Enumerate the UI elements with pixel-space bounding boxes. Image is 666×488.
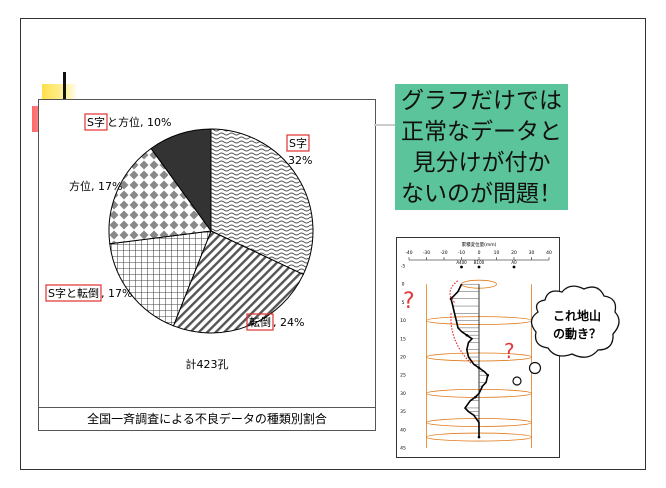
depth-tick-label: 5: [402, 300, 405, 306]
pie-label-box: [246, 313, 274, 331]
pie-label-boxed-text: 転倒: [249, 316, 271, 329]
profile-title: 累積変位量(mm): [462, 241, 497, 248]
depth-tick-label: 15: [400, 336, 406, 342]
x-tick-label: 30: [529, 250, 535, 256]
pie-label-rest-text: と方位, 10%: [107, 115, 171, 129]
depth-tick-label: 35: [400, 409, 406, 415]
red-dashed-marker: [450, 313, 473, 365]
x-tick-label: -30: [423, 250, 430, 256]
profile-svg: 累積変位量(mm) -40 -30 -20 -10 0 10 20 30 40 A400 B100 A…: [400, 241, 552, 452]
series-label: B100: [474, 260, 485, 265]
pie-label-boxed-text: S字と転倒: [48, 286, 99, 300]
pie-chart-panel: S字 転倒, 24% S字と転倒, 17% 方位, 17% S字 と方位, 10% 32% …: [38, 99, 376, 431]
x-tick-label: 0: [478, 250, 481, 256]
data-point: [486, 373, 490, 377]
pie-slice-1: [172, 230, 304, 334]
depth-tick-label: 40: [400, 427, 406, 433]
x-tick-label: 20: [511, 250, 517, 256]
x-tick-label: 10: [494, 250, 500, 256]
callout-line: ないのが問題！: [401, 181, 562, 207]
pie-label-rest-text: , 17%: [101, 287, 132, 300]
pie-label-2: S字と転倒, 17%: [45, 284, 132, 302]
pie-slice-3: [108, 147, 212, 245]
data-point: [477, 366, 481, 370]
total-annotation: 計423孔: [185, 358, 229, 371]
pie-slice-0: [210, 128, 314, 276]
x-tick-label: -20: [440, 250, 447, 256]
series-label: A400: [456, 260, 467, 265]
data-point: [465, 333, 469, 337]
pie-label-3: 方位, 17%: [69, 179, 122, 193]
series-label: A0: [511, 260, 517, 265]
pie-label-box: [286, 134, 310, 152]
depth-tick-label: 30: [400, 391, 406, 397]
pie-label-boxed-text: S字: [87, 115, 105, 129]
displacement-profile-graph: 累積変位量(mm) -40 -30 -20 -10 0 10 20 30 40 A400 B100 A…: [396, 237, 560, 458]
x-tick-label: -40: [405, 250, 412, 256]
depth-tick-label: -5: [401, 264, 406, 270]
red-dashed-marker: [449, 280, 459, 303]
depth-tick-label: 0: [402, 282, 405, 288]
depth-tick-label: 25: [400, 373, 406, 379]
pie-label-0: S字: [286, 134, 310, 152]
pie-label-rest-text: , 24%: [273, 316, 304, 329]
chart-caption: 全国一斉調査による不良データの種類別割合: [39, 407, 375, 430]
pie-label-4: S字 と方位, 10%: [84, 113, 171, 131]
pie-label-s-percent: 32%: [288, 154, 312, 167]
depth-tick-label: 20: [400, 355, 406, 361]
x-tick-label: -10: [458, 250, 465, 256]
pie-slice-2: [109, 230, 212, 327]
pie-slice-4: [150, 128, 212, 233]
depth-tick-label: 10: [400, 318, 406, 324]
series-marker: [460, 265, 463, 269]
data-point: [477, 435, 481, 439]
callout-line: 正常なデータと: [401, 119, 562, 145]
problem-callout: グラフだけでは 正常なデータと 見分けが付か ないのが問題！: [395, 84, 568, 210]
callout-line: グラフだけでは: [401, 88, 562, 114]
pie-label-box: [45, 284, 102, 302]
pie-label-rest-text: 方位, 17%: [69, 179, 122, 193]
data-point: [474, 395, 477, 399]
displacement-curve: [450, 283, 489, 438]
series-marker: [477, 265, 481, 269]
connector-line: [374, 124, 396, 126]
pie-label-box: [84, 113, 108, 131]
depth-tick-label: 45: [400, 446, 406, 452]
title-accent-line: [63, 72, 66, 106]
x-tick-label: 40: [546, 250, 552, 256]
callout-line: 見分けが付か: [412, 150, 551, 176]
series-marker: [512, 265, 516, 269]
pie-label-boxed-text: S字: [289, 136, 307, 150]
pie-label-1: 転倒, 24%: [246, 313, 304, 331]
